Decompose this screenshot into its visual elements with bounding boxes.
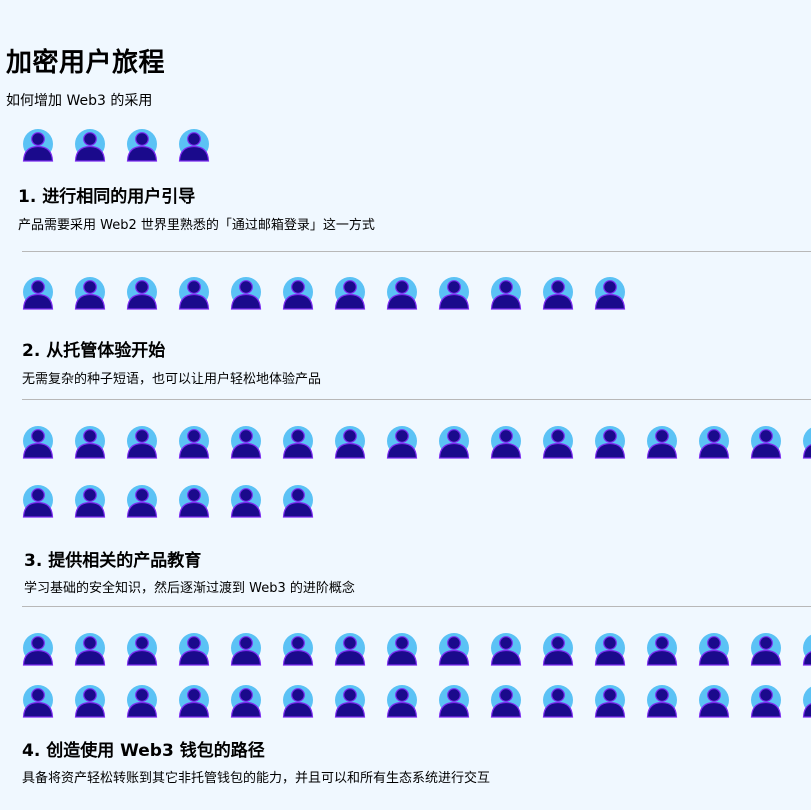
user-icon: [177, 276, 211, 310]
user-icon: [541, 684, 575, 718]
user-icon: [749, 684, 783, 718]
user-icon: [437, 425, 471, 459]
user-icon: [749, 425, 783, 459]
user-icon: [229, 484, 263, 518]
user-icon: [73, 276, 107, 310]
icon-row: [0, 425, 811, 465]
user-icon: [697, 425, 731, 459]
user-icon: [229, 684, 263, 718]
user-icon: [801, 425, 811, 459]
user-icon: [177, 632, 211, 666]
user-icon: [593, 425, 627, 459]
user-icon: [21, 632, 55, 666]
user-icon: [489, 684, 523, 718]
user-icon: [385, 632, 419, 666]
user-icon: [437, 276, 471, 310]
user-icon: [281, 276, 315, 310]
user-icon: [801, 684, 811, 718]
user-icon: [177, 684, 211, 718]
step-title: 2. 从托管体验开始: [22, 341, 166, 361]
user-icon: [281, 632, 315, 666]
step-title: 3. 提供相关的产品教育: [24, 551, 202, 571]
user-icon: [281, 684, 315, 718]
divider: [22, 399, 811, 400]
user-icon: [281, 484, 315, 518]
page-subtitle: 如何增加 Web3 的采用: [6, 93, 153, 109]
user-icon: [697, 632, 731, 666]
step-title: 1. 进行相同的用户引导: [18, 187, 196, 207]
user-icon: [125, 632, 159, 666]
user-icon: [645, 684, 679, 718]
user-icon: [73, 128, 107, 162]
user-icon: [385, 425, 419, 459]
user-icon: [541, 276, 575, 310]
divider: [22, 251, 811, 252]
user-icon: [73, 484, 107, 518]
user-icon: [177, 128, 211, 162]
user-icon: [125, 684, 159, 718]
user-icon: [437, 684, 471, 718]
user-icon: [749, 632, 783, 666]
user-icon: [593, 632, 627, 666]
user-icon: [489, 632, 523, 666]
user-icon: [125, 484, 159, 518]
user-icon: [385, 684, 419, 718]
user-icon: [21, 684, 55, 718]
icon-row: [0, 276, 811, 316]
user-icon: [333, 684, 367, 718]
divider: [22, 606, 811, 607]
page-title: 加密用户旅程: [6, 48, 166, 78]
icon-row: [0, 484, 811, 524]
user-icon: [229, 632, 263, 666]
step-description: 产品需要采用 Web2 世界里熟悉的「通过邮箱登录」这一方式: [18, 218, 375, 233]
user-icon: [125, 425, 159, 459]
user-icon: [333, 276, 367, 310]
user-icon: [21, 276, 55, 310]
user-icon: [177, 425, 211, 459]
user-icon: [73, 684, 107, 718]
user-icon: [697, 684, 731, 718]
user-icon: [73, 425, 107, 459]
user-icon: [73, 632, 107, 666]
user-icon: [125, 276, 159, 310]
step-title: 4. 创造使用 Web3 钱包的路径: [22, 741, 265, 761]
user-icon: [21, 128, 55, 162]
user-icon: [385, 276, 419, 310]
user-icon: [229, 425, 263, 459]
user-icon: [437, 632, 471, 666]
step-description: 具备将资产轻松转账到其它非托管钱包的能力，并且可以和所有生态系统进行交互: [22, 771, 491, 786]
icon-row: [0, 632, 811, 672]
user-icon: [229, 276, 263, 310]
user-icon: [333, 632, 367, 666]
user-icon: [541, 425, 575, 459]
user-icon: [593, 276, 627, 310]
user-icon: [177, 484, 211, 518]
user-icon: [645, 425, 679, 459]
user-icon: [333, 425, 367, 459]
user-icon: [489, 425, 523, 459]
user-icon: [125, 128, 159, 162]
user-icon: [541, 632, 575, 666]
user-icon: [593, 684, 627, 718]
user-icon: [21, 484, 55, 518]
user-icon: [21, 425, 55, 459]
step-description: 无需复杂的种子短语，也可以让用户轻松地体验产品: [22, 372, 322, 387]
user-icon: [489, 276, 523, 310]
user-icon: [281, 425, 315, 459]
icon-row: [0, 128, 811, 168]
step-description: 学习基础的安全知识，然后逐渐过渡到 Web3 的进阶概念: [24, 581, 355, 596]
user-icon: [645, 632, 679, 666]
user-icon: [801, 632, 811, 666]
icon-row: [0, 684, 811, 724]
